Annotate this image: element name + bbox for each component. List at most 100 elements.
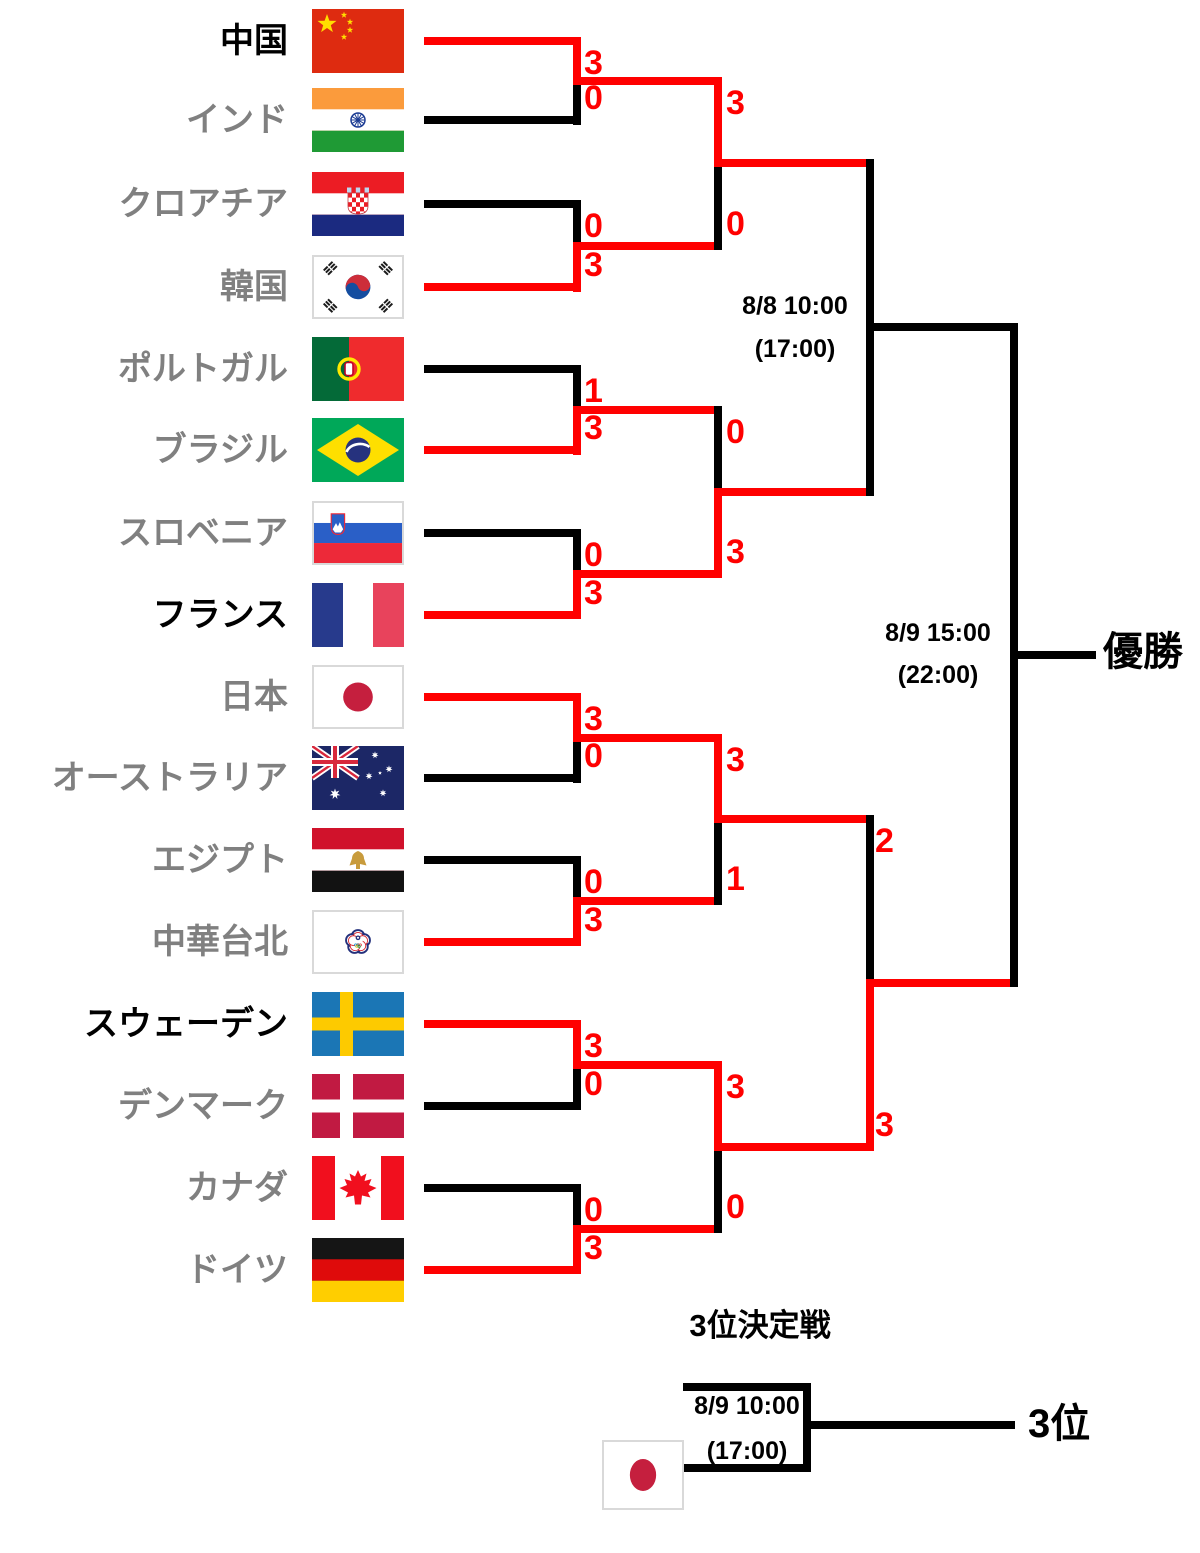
match-score: 0 — [726, 1188, 745, 1226]
bracket-line — [424, 611, 581, 619]
match-score: 0 — [584, 1191, 603, 1229]
bracket-line — [573, 742, 581, 783]
third-place-line — [683, 1464, 811, 1472]
bracket-line — [577, 734, 722, 742]
bracket-line — [573, 570, 581, 619]
match-score: 0 — [726, 413, 745, 451]
bracket-line — [424, 938, 581, 946]
match-score: 0 — [584, 79, 603, 117]
team-name: エジプト — [152, 841, 288, 879]
match-score: 3 — [726, 533, 745, 571]
bracket-line — [870, 979, 1018, 987]
bracket-line — [714, 1061, 722, 1151]
match-score: 3 — [584, 574, 603, 612]
team-name: クロアチア — [118, 185, 288, 223]
match-score: 3 — [726, 741, 745, 779]
team-name: デンマーク — [118, 1087, 288, 1125]
flag-ca-icon — [312, 1156, 404, 1220]
bracket-line — [714, 167, 722, 250]
team-name: オーストラリア — [51, 759, 288, 797]
champion-label: 優勝 — [1103, 630, 1183, 674]
bracket-line — [573, 897, 581, 946]
team-name: 中国 — [220, 22, 288, 60]
third-place-line — [683, 1383, 811, 1391]
flag-jp-icon — [602, 1440, 684, 1510]
flag-au-icon — [312, 746, 404, 810]
bracket-line — [714, 77, 722, 168]
bracket-line — [424, 283, 581, 291]
bracket-line — [573, 406, 581, 455]
flag-fr-icon — [312, 583, 404, 647]
team-name: 韓国 — [220, 268, 288, 306]
bracket-line — [577, 1061, 722, 1069]
flag-se-icon — [312, 992, 404, 1056]
match-score: 3 — [584, 901, 603, 939]
bracket-line — [573, 85, 581, 125]
final-date: 8/9 15:00 — [885, 619, 991, 647]
flag-cn-icon — [312, 9, 404, 73]
match-score: 3 — [584, 246, 603, 284]
flag-eg-icon — [312, 828, 404, 892]
bracket-line — [870, 323, 1018, 331]
match-score: 3 — [584, 409, 603, 447]
bracket-line — [573, 693, 581, 742]
bracket-line — [573, 242, 581, 292]
bracket-line — [718, 1143, 874, 1151]
flag-pt-icon — [312, 337, 404, 401]
match-score: 3 — [584, 1229, 603, 1267]
bracket-line — [573, 856, 581, 897]
bracket-line — [424, 1184, 581, 1192]
bracket-line — [714, 734, 722, 824]
bracket-line — [424, 1266, 581, 1274]
bracket-line — [577, 897, 722, 905]
team-name: 中華台北 — [152, 923, 288, 961]
team-name: スロベニア — [118, 514, 288, 552]
match-score: 1 — [726, 860, 745, 898]
match-score: 3 — [584, 44, 603, 82]
bracket-line — [424, 365, 581, 373]
team-name: スウェーデン — [84, 1005, 288, 1043]
team-name: カナダ — [186, 1169, 288, 1207]
bracket-line — [718, 159, 874, 167]
match-score: 2 — [875, 822, 894, 860]
flag-jp-icon — [312, 665, 404, 729]
bracket-line — [866, 815, 874, 979]
bracket-line — [714, 488, 722, 578]
bracket-line — [424, 1102, 581, 1110]
team-name: インド — [186, 101, 288, 139]
third-place-localtime: (17:00) — [706, 1437, 788, 1465]
bracket-line — [577, 77, 722, 85]
match-score: 3 — [726, 84, 745, 122]
match-score: 0 — [726, 205, 745, 243]
bracket-line — [577, 406, 722, 414]
third-place-schedule: 8/9 10:00 (17:00) — [637, 1384, 857, 1474]
match-score: 3 — [875, 1106, 894, 1144]
bracket-line — [573, 200, 581, 242]
bracket-line — [424, 774, 581, 782]
bracket-line — [573, 1184, 581, 1225]
semifinal-1-date: 8/8 10:00 — [742, 292, 848, 320]
match-score: 0 — [584, 863, 603, 901]
bracket-line — [714, 406, 722, 488]
bracket-line — [718, 815, 874, 823]
bracket-line — [424, 446, 581, 454]
bracket-line — [573, 529, 581, 570]
bracket-line — [573, 1069, 581, 1110]
semifinal-1-localtime: (17:00) — [754, 335, 836, 363]
flag-in-icon — [312, 88, 404, 152]
match-score: 1 — [584, 372, 603, 410]
final-schedule: 8/9 15:00 (22:00) — [828, 612, 1048, 696]
bracket-line — [573, 1225, 581, 1274]
third-place-label: 3位 — [1028, 1402, 1091, 1446]
match-score: 3 — [726, 1068, 745, 1106]
bracket-line — [424, 200, 581, 208]
flag-dk-icon — [312, 1074, 404, 1138]
champion-line — [1014, 651, 1096, 659]
bracket-line — [718, 488, 874, 496]
bracket-line — [424, 856, 581, 864]
flag-kr-icon — [312, 255, 404, 319]
flag-br-icon — [312, 418, 404, 482]
bracket-line — [424, 693, 581, 701]
bracket-line — [424, 529, 581, 537]
